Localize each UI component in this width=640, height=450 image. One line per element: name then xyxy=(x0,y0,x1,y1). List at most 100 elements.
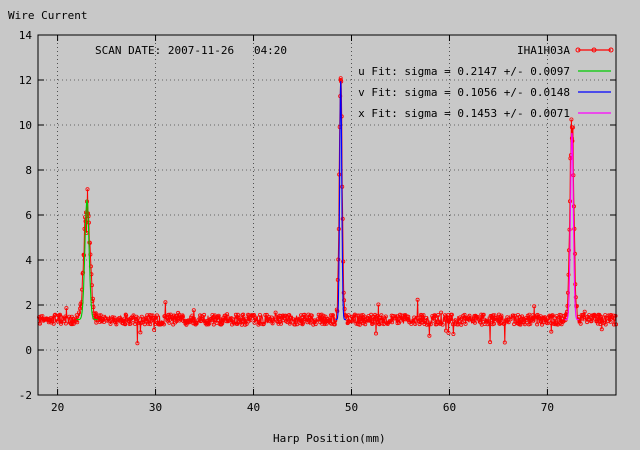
data-point xyxy=(439,310,444,315)
data-point xyxy=(458,315,463,320)
data-point xyxy=(252,320,257,325)
data-point xyxy=(138,330,143,335)
data-point xyxy=(572,251,577,256)
legend-marker xyxy=(591,47,597,53)
data-point xyxy=(135,341,140,346)
data-point xyxy=(589,319,594,324)
data-point xyxy=(225,312,230,317)
data-point xyxy=(58,312,63,317)
data-point xyxy=(267,315,272,320)
legend-label: u Fit: sigma = 0.2147 +/- 0.0097 xyxy=(358,65,570,78)
data-point xyxy=(63,321,68,326)
data-point xyxy=(373,314,378,319)
data-point xyxy=(356,313,361,318)
data-point xyxy=(460,319,465,324)
data-point xyxy=(64,306,69,311)
data-point xyxy=(37,315,42,320)
data-point xyxy=(346,319,351,324)
data-point xyxy=(75,320,80,325)
data-point xyxy=(270,321,275,326)
data-point xyxy=(243,316,248,321)
legend-label: IHA1H03A xyxy=(517,44,570,57)
data-point xyxy=(328,313,333,318)
data-point xyxy=(472,320,477,325)
data-point xyxy=(295,322,300,327)
data-point xyxy=(603,322,608,327)
x-tick-label: 50 xyxy=(345,401,358,414)
data-point xyxy=(422,321,427,326)
data-point xyxy=(599,314,604,319)
data-point xyxy=(488,340,493,345)
data-point xyxy=(308,320,313,325)
data-point xyxy=(383,314,388,319)
data-point xyxy=(154,313,159,318)
data-point xyxy=(180,314,185,319)
legend-label: x Fit: sigma = 0.1453 +/- 0.0071 xyxy=(358,107,570,120)
data-point xyxy=(59,321,64,326)
data-point xyxy=(606,313,611,318)
data-point xyxy=(146,321,151,326)
data-point xyxy=(532,304,537,309)
data-point xyxy=(257,312,262,317)
data-point xyxy=(135,316,140,321)
data-point xyxy=(570,125,575,130)
data-point xyxy=(376,302,381,307)
data-point xyxy=(145,319,150,324)
data-point xyxy=(358,319,363,324)
data-point xyxy=(491,313,496,318)
data-point xyxy=(302,312,307,317)
data-point xyxy=(567,248,572,253)
data-point xyxy=(108,321,113,326)
data-point xyxy=(219,322,224,327)
data-point xyxy=(315,317,320,322)
data-point xyxy=(354,321,359,326)
data-point xyxy=(421,313,426,318)
data-point xyxy=(563,317,568,322)
data-point xyxy=(373,331,378,336)
data-point xyxy=(50,317,55,322)
data-point xyxy=(464,316,469,321)
data-point xyxy=(511,313,516,318)
y-tick-label: 10 xyxy=(19,119,32,132)
data-point xyxy=(67,314,72,319)
y-tick-label: 14 xyxy=(19,29,33,42)
data-point xyxy=(499,313,504,318)
data-point xyxy=(123,322,128,327)
y-tick-label: 12 xyxy=(19,74,32,87)
data-point xyxy=(422,319,427,324)
data-point xyxy=(365,318,370,323)
data-point xyxy=(372,316,377,321)
data-point xyxy=(266,317,271,322)
y-tick-label: 6 xyxy=(25,209,32,222)
x-tick-label: 20 xyxy=(51,401,64,414)
data-point xyxy=(523,316,528,321)
data-point xyxy=(345,316,350,321)
data-point xyxy=(171,322,176,327)
data-point xyxy=(51,321,56,326)
data-point xyxy=(263,312,268,317)
data-point xyxy=(49,319,54,324)
data-point xyxy=(381,322,386,327)
data-point xyxy=(124,313,129,318)
data-point xyxy=(424,315,429,320)
x-tick-label: 40 xyxy=(247,401,260,414)
data-point xyxy=(81,270,86,275)
data-point xyxy=(451,331,456,336)
data-point xyxy=(313,322,318,327)
axis-ticks: 20 30 40 50 60 70 -2 0 2 4 6 8 10 12 14 xyxy=(19,29,616,414)
data-point xyxy=(578,321,583,326)
data-point xyxy=(226,318,231,323)
data-point xyxy=(152,327,157,332)
plot-frame xyxy=(37,34,617,396)
data-point xyxy=(114,322,119,327)
data-point xyxy=(148,322,153,327)
data-point xyxy=(145,313,150,318)
legend-marker xyxy=(575,47,581,53)
y-tick-label: 2 xyxy=(25,299,32,312)
data-point xyxy=(582,309,587,314)
data-point xyxy=(235,312,240,317)
data-point xyxy=(595,321,600,326)
data-point xyxy=(194,320,199,325)
data-point xyxy=(520,314,525,319)
